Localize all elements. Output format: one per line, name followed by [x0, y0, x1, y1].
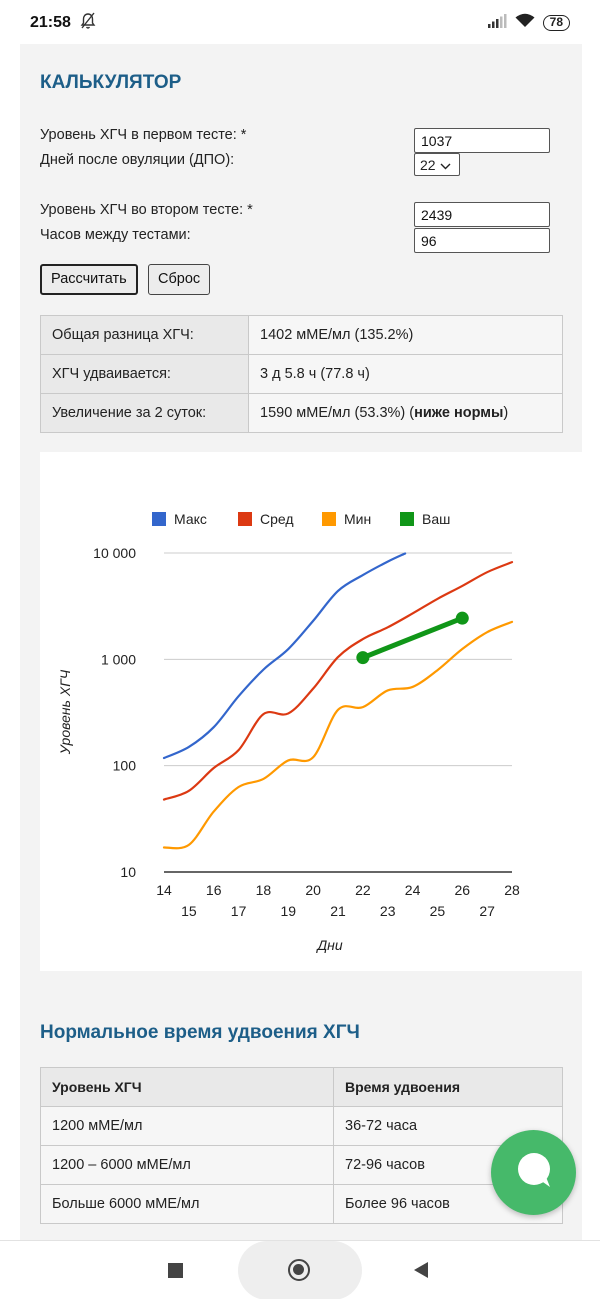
hcg-chart-svg: 10 100 1 000 10 000 14 15 16 17 18 19 20 21 22 23 24 25…: [57, 511, 520, 953]
result-value-text: 1590 мМЕ/мл (53.3%) (: [260, 405, 415, 421]
hcg-chart: 10 100 1 000 10 000 14 15 16 17 18 19 20 21 22 23 24 25…: [40, 452, 582, 971]
series-line: [360, 615, 465, 661]
chevron-down-icon: [440, 157, 451, 173]
x-tick-label: 28: [504, 882, 520, 898]
recent-apps-icon[interactable]: [168, 1263, 183, 1278]
x-tick-label: 15: [181, 903, 197, 919]
x-tick-label: 19: [280, 903, 296, 919]
x-tick-label: 16: [206, 882, 222, 898]
y-tick-label: 10 000: [93, 545, 136, 561]
x-tick-label: 17: [231, 903, 247, 919]
back-icon[interactable]: [414, 1262, 428, 1278]
legend-swatch: [322, 512, 336, 526]
table-cell: 1200 – 6000 мМЕ/мл: [40, 1145, 334, 1185]
system-nav-bar: [0, 1240, 600, 1299]
table-row: 1200 – 6000 мМЕ/мл 72-96 часов: [40, 1145, 563, 1185]
series-line: [162, 552, 407, 760]
result-label: Общая разница ХГЧ:: [40, 315, 249, 355]
result-value: 1402 мМЕ/мл (135.2%): [248, 315, 563, 355]
x-tick-label: 26: [454, 882, 470, 898]
table-row: Общая разница ХГЧ: 1402 мМЕ/мл (135.2%): [40, 315, 563, 355]
x-tick-label: 22: [355, 882, 371, 898]
legend-swatch: [152, 512, 166, 526]
legend-label: Макс: [174, 511, 207, 527]
y-tick-label: 1 000: [101, 651, 136, 667]
table-cell: 1200 мМЕ/мл: [40, 1106, 334, 1146]
status-time: 21:58: [30, 14, 71, 31]
first-test-input[interactable]: [414, 128, 550, 153]
y-tick-label: 100: [113, 758, 137, 774]
second-test-input[interactable]: [414, 202, 550, 227]
table-cell: Более 96 часов: [333, 1184, 563, 1224]
hours-input[interactable]: [414, 228, 550, 253]
x-tick-label: 27: [479, 903, 495, 919]
x-axis-label: Дни: [315, 937, 343, 953]
chat-bubble-icon: [514, 1150, 554, 1195]
result-value: 3 д 5.8 ч (77.8 ч): [248, 354, 563, 394]
x-tick-label: 20: [305, 882, 321, 898]
legend-swatch: [400, 512, 414, 526]
data-point: [356, 651, 370, 665]
result-label: Увеличение за 2 суток:: [40, 393, 249, 433]
signal-icon: [487, 13, 507, 33]
calculator-card: КАЛЬКУЛЯТОР Уровень ХГЧ в первом тесте: …: [20, 44, 582, 1240]
dpo-value: 22: [420, 156, 436, 173]
column-header: Время удвоения: [333, 1067, 563, 1107]
x-tick-label: 23: [380, 903, 396, 919]
x-tick-label: 18: [256, 882, 272, 898]
legend-swatch: [238, 512, 252, 526]
normal-doubling-table: Уровень ХГЧ Время удвоения 1200 мМЕ/мл 3…: [40, 1067, 563, 1224]
y-axis-label: Уровень ХГЧ: [57, 669, 73, 755]
table-row: Увеличение за 2 суток: 1590 мМЕ/мл (53.3…: [40, 393, 563, 433]
x-tick-label: 24: [405, 882, 421, 898]
first-test-label: Уровень ХГЧ в первом тесте: *: [40, 127, 247, 143]
status-bar: 21:58 78: [0, 0, 600, 44]
column-header: Уровень ХГЧ: [40, 1067, 334, 1107]
data-point: [455, 611, 469, 625]
home-icon[interactable]: [288, 1259, 310, 1281]
second-test-label: Уровень ХГЧ во втором тесте: *: [40, 202, 253, 218]
calculate-button[interactable]: Рассчитать: [40, 264, 138, 295]
dpo-label: Дней после овуляции (ДПО):: [40, 152, 235, 168]
table-cell: Больше 6000 мМЕ/мл: [40, 1184, 334, 1224]
results-table: Общая разница ХГЧ: 1402 мМЕ/мл (135.2%) …: [40, 315, 563, 433]
x-tick-label: 14: [156, 882, 172, 898]
result-value-suffix: ): [503, 405, 509, 421]
series-line: [162, 620, 514, 850]
series-line: [162, 561, 514, 801]
result-value: 1590 мМЕ/мл (53.3%) (ниже нормы): [248, 393, 563, 433]
legend-label: Сред: [260, 511, 294, 527]
below-normal-badge: ниже нормы: [414, 405, 504, 421]
table-header-row: Уровень ХГЧ Время удвоения: [40, 1067, 563, 1107]
table-row: ХГЧ удваивается: 3 д 5.8 ч (77.8 ч): [40, 354, 563, 394]
battery-icon: 78: [542, 15, 570, 31]
calculator-title: КАЛЬКУЛЯТОР: [40, 72, 182, 93]
y-tick-label: 10: [120, 864, 136, 880]
reset-button[interactable]: Сброс: [148, 264, 211, 295]
bell-off-icon: [80, 12, 96, 35]
dpo-select[interactable]: 22: [414, 153, 460, 176]
legend-label: Мин: [344, 511, 371, 527]
table-row: 1200 мМЕ/мл 36-72 часа: [40, 1106, 563, 1146]
hours-label: Часов между тестами:: [40, 227, 191, 243]
x-tick-label: 25: [430, 903, 446, 919]
x-tick-label: 21: [330, 903, 346, 919]
table-row: Больше 6000 мМЕ/мл Более 96 часов: [40, 1184, 563, 1224]
normal-doubling-title: Нормальное время удвоения ХГЧ: [40, 1022, 360, 1043]
result-label: ХГЧ удваивается:: [40, 354, 249, 394]
chat-button[interactable]: [491, 1130, 576, 1215]
wifi-icon: [515, 13, 535, 33]
legend-label: Ваш: [422, 511, 450, 527]
